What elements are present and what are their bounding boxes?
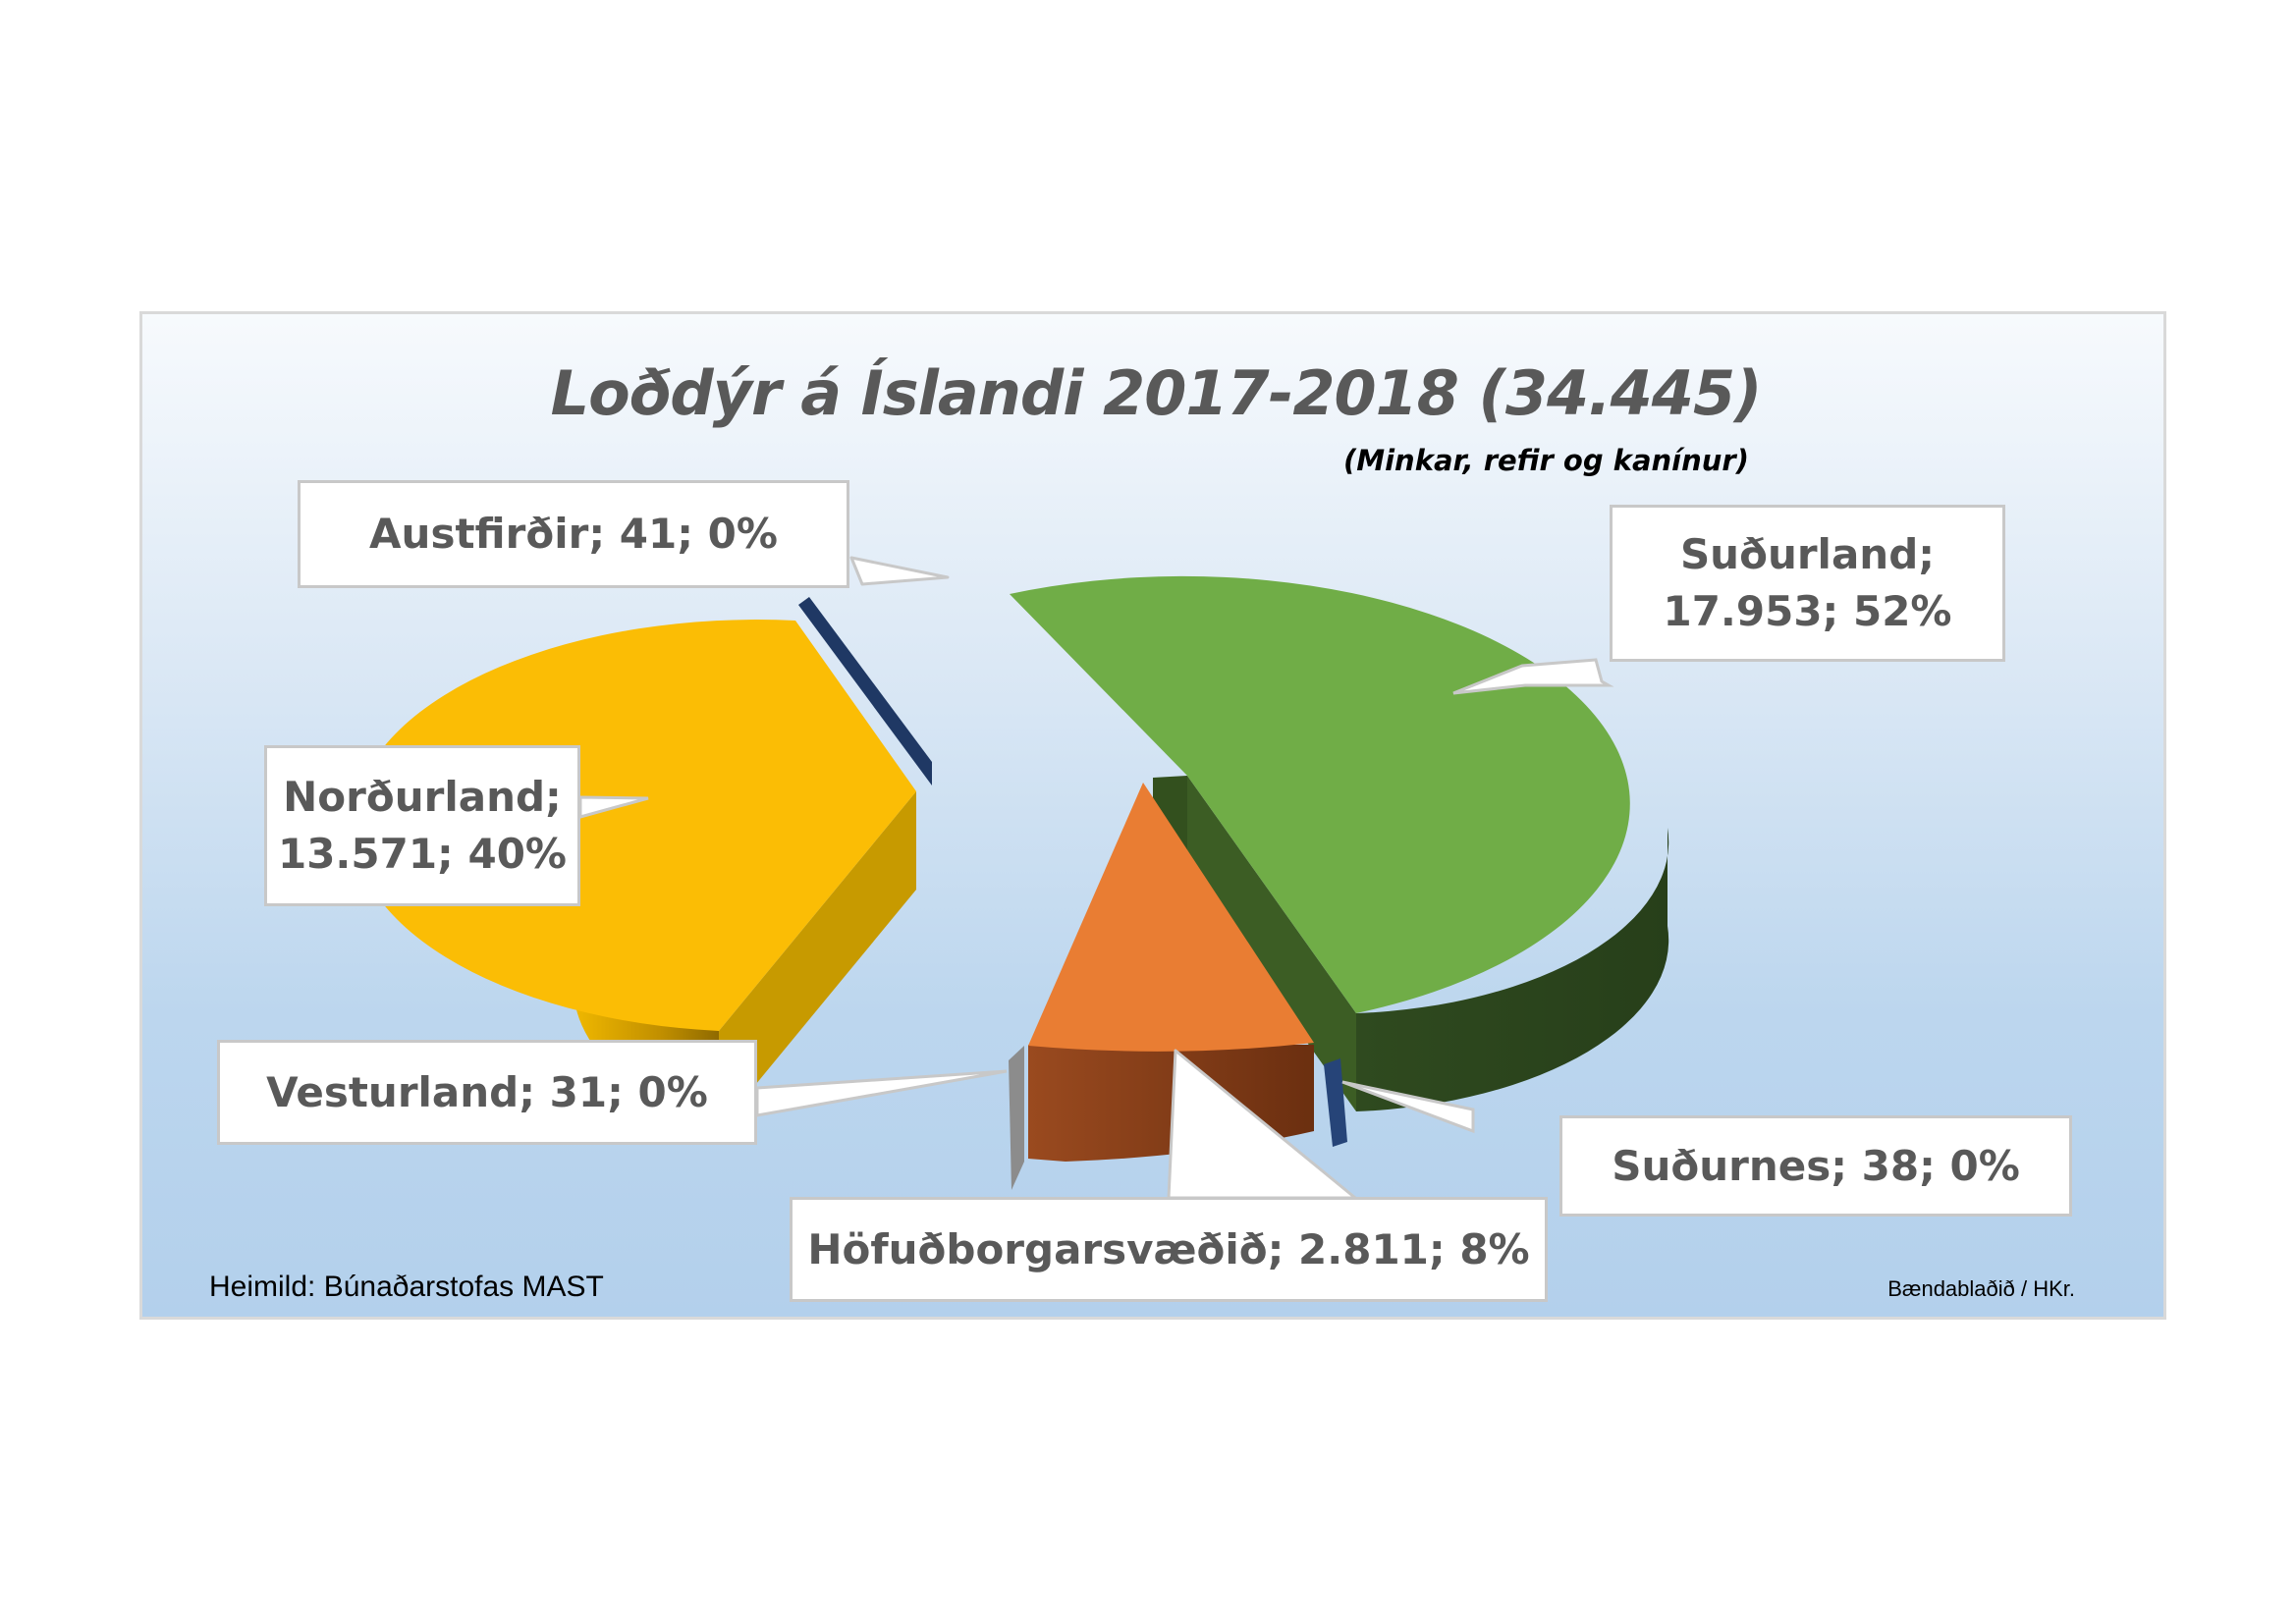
pointer-nordurland	[578, 795, 649, 819]
slice-hofudborgarsvaedid	[1028, 783, 1314, 1052]
label-hofudborgarsvaedid-text: Höfuðborgarsvæðið; 2.811; 8%	[807, 1224, 1530, 1273]
label-nordurland-line2: 13.571; 40%	[277, 830, 568, 878]
slice-cut-nordurland	[719, 791, 916, 1129]
chart-subtitle: (Minkar, refir og kanínur)	[1343, 444, 1749, 477]
label-austfirdir: Austfirðir; 41; 0%	[298, 480, 849, 588]
label-nordurland: Norðurland; 13.571; 40%	[264, 745, 580, 906]
slice-austfirdir	[798, 597, 932, 785]
pointer-austfirdir	[849, 556, 950, 586]
label-vesturland: Vesturland; 31; 0%	[217, 1040, 757, 1145]
label-sudurland-line1: Suðurland;	[1679, 530, 1936, 578]
label-hofudborgarsvaedid: Höfuðborgarsvæðið; 2.811; 8%	[790, 1197, 1548, 1302]
slice-side-sudurland	[1356, 828, 1669, 1111]
pointer-vesturland	[755, 1069, 1008, 1117]
slice-suournes	[1324, 1058, 1347, 1147]
pointer-suournes	[1341, 1080, 1475, 1134]
label-sudurland-line2: 17.953; 52%	[1663, 587, 1952, 635]
label-suournes-text: Suðurnes; 38; 0%	[1612, 1141, 2020, 1190]
label-sudurland: Suðurland; 17.953; 52%	[1610, 505, 2005, 662]
pointer-sudurland	[1452, 658, 1614, 695]
credit-note: Bændablaðið / HKr.	[1887, 1276, 2075, 1301]
source-note: Heimild: Búnaðarstofas MAST	[209, 1271, 604, 1303]
label-suournes: Suðurnes; 38; 0%	[1559, 1115, 2072, 1217]
chart-title: Loðdýr á Íslandi 2017-2018 (34.445)	[550, 357, 1763, 429]
pie-chart	[353, 556, 1669, 1200]
slice-cut-sudurland	[1187, 776, 1356, 1111]
slice-nordurland	[353, 620, 916, 1031]
label-nordurland-line1: Norðurland;	[283, 773, 562, 821]
slice-vesturland	[1009, 1046, 1024, 1190]
label-austfirdir-text: Austfirðir; 41; 0%	[369, 510, 778, 558]
chart-frame: Loðdýr á Íslandi 2017-2018 (34.445) (Min…	[139, 311, 2166, 1320]
label-vesturland-text: Vesturland; 31; 0%	[266, 1067, 708, 1116]
